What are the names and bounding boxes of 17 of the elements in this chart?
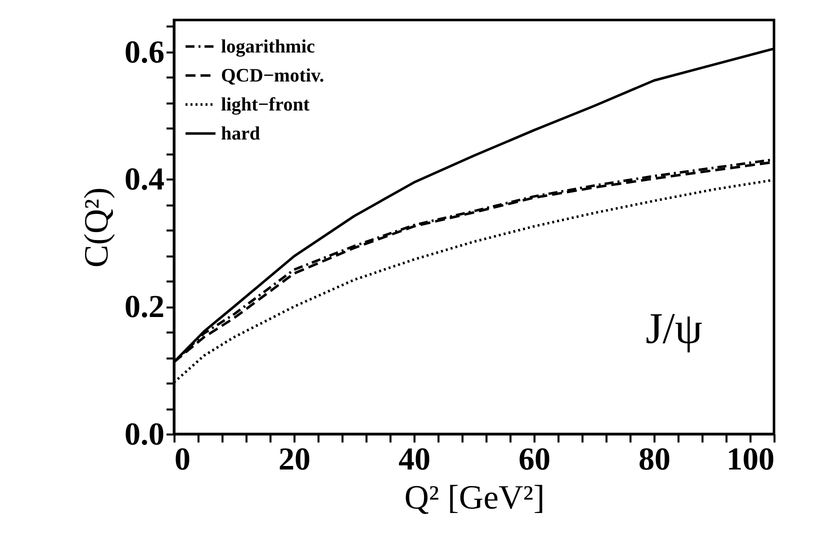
annotation: J/ψ (646, 304, 702, 353)
legend-label: QCD−motiv. (221, 66, 324, 86)
x-axis-title: Q² [GeV²] (404, 480, 545, 516)
x-tick-label: 0 (174, 440, 190, 476)
x-tick-label: 100 (726, 440, 774, 476)
x-tick-label: 20 (278, 440, 310, 476)
x-tick-label: 60 (518, 440, 550, 476)
legend-label: logarithmic (221, 36, 315, 58)
y-tick-label: 0.4 (124, 160, 164, 197)
legend-label: light−front (221, 94, 310, 116)
y-axis-title: C(Q²) (78, 187, 116, 268)
legend-label: hard (221, 124, 260, 144)
x-tick-label: 80 (638, 440, 670, 476)
y-tick-label: 0.0 (124, 416, 164, 452)
y-tick-label: 0.6 (124, 33, 164, 70)
y-tick-label: 0.2 (124, 288, 164, 324)
x-tick-label: 40 (398, 440, 430, 476)
